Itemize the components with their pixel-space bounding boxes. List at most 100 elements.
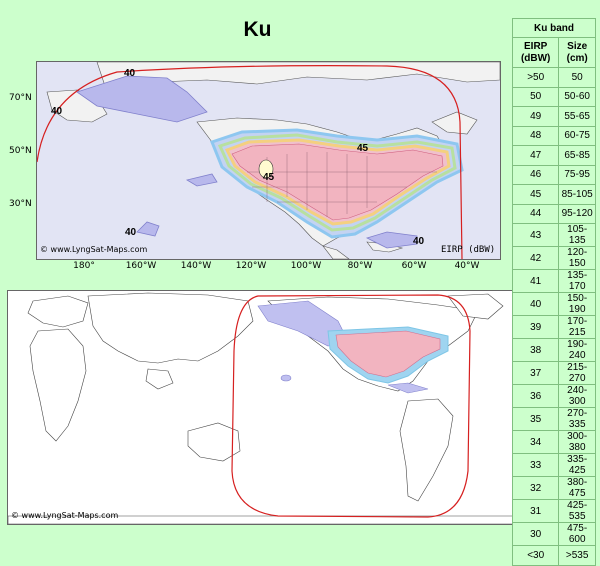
legend-size-cell: 335-425 — [558, 453, 596, 477]
legend-size-cell: 50-60 — [558, 86, 596, 107]
legend-size-cell: 60-75 — [558, 125, 596, 146]
coverage-lobes — [76, 75, 418, 249]
legend-eirp-cell: 45 — [511, 184, 560, 205]
legend-row: 39 170-215 — [511, 315, 596, 339]
legend-size-header: Size (cm) — [558, 37, 596, 68]
contour-label-40-west: 40 — [51, 106, 63, 117]
legend-row: 46 75-95 — [511, 164, 596, 185]
legend-row: 35 270-335 — [511, 407, 596, 431]
contour-label-40-caribbean: 40 — [413, 236, 425, 247]
lon-label-160w: 160°W — [125, 261, 157, 271]
legend-size-cell: 150-190 — [558, 292, 596, 316]
legend-size-cell: 190-240 — [558, 338, 596, 362]
legend-eirp-cell: 39 — [511, 315, 560, 339]
legend-row: 43 105-135 — [511, 223, 596, 247]
legend-row: 41 135-170 — [511, 269, 596, 293]
legend-eirp-cell: 34 — [511, 430, 560, 454]
legend-size-cell: 55-65 — [558, 106, 596, 127]
legend-row: 50 50-60 — [511, 86, 596, 107]
legend-eirp-cell: 32 — [511, 476, 560, 500]
lon-label-100w: 100°W — [290, 261, 322, 271]
legend-eirp-cell: 42 — [511, 246, 560, 270]
legend-eirp-cell: 43 — [511, 223, 560, 247]
legend-eirp-cell: 50 — [511, 86, 560, 107]
contour-label-40-north: 40 — [124, 68, 136, 79]
legend-eirp-cell: 37 — [511, 361, 560, 385]
legend-row: 37 215-270 — [511, 361, 596, 385]
legend-row: 36 240-300 — [511, 384, 596, 408]
legend-row: 44 95-120 — [511, 203, 596, 224]
eirp-unit-label: EIRP (dBW) — [441, 245, 496, 255]
legend-size-cell: 380-475 — [558, 476, 596, 500]
legend-row: 34 300-380 — [511, 430, 596, 454]
legend-eirp-cell: 36 — [511, 384, 560, 408]
lat-label-70n: 70°N — [9, 93, 32, 103]
copyright-text: © www.LyngSat-Maps.com — [40, 245, 148, 254]
lat-label-50n: 50°N — [9, 146, 32, 156]
legend-size-cell: 50 — [558, 67, 596, 88]
legend-size-cell: 215-270 — [558, 361, 596, 385]
legend-size-cell: 120-150 — [558, 246, 596, 270]
contour-label-40-hawaii: 40 — [125, 227, 137, 238]
legend-eirp-cell: 44 — [511, 203, 560, 224]
legend-eirp-cell: 46 — [511, 164, 560, 185]
coverage-core — [231, 143, 444, 221]
legend-size-cell: 95-120 — [558, 203, 596, 224]
legend-eirp-cell: 40 — [511, 292, 560, 316]
regional-map-graphic — [37, 62, 500, 259]
legend-eirp-cell: 33 — [511, 453, 560, 477]
coverage-boundary — [37, 65, 463, 259]
legend-row: 33 335-425 — [511, 453, 596, 477]
world-footprint-map: © www.LyngSat-Maps.com — [7, 290, 514, 525]
lon-label-60w: 60°W — [401, 261, 427, 271]
legend-size-cell: 65-85 — [558, 145, 596, 166]
legend-size-cell: 170-215 — [558, 315, 596, 339]
legend-body: >50 50 50 50-60 49 55-65 48 60-75 47 65-85 46 75-95… — [511, 67, 596, 566]
legend-eirp-cell: 49 — [511, 106, 560, 127]
legend-eirp-cell: 48 — [511, 125, 560, 146]
map-title: Ku — [243, 18, 272, 41]
legend-eirp-cell: 47 — [511, 145, 560, 166]
lon-label-80w: 80°W — [347, 261, 373, 271]
legend-row: 32 380-475 — [511, 476, 596, 500]
legend-size-cell: 240-300 — [558, 384, 596, 408]
world-coverage-boundary — [231, 294, 471, 518]
legend-row: <30 >535 — [511, 545, 596, 566]
legend-row: 42 120-150 — [511, 246, 596, 270]
world-coverage — [257, 300, 449, 394]
lon-label-140w: 140°W — [180, 261, 212, 271]
legend-size-cell: >535 — [558, 545, 596, 566]
eirp-legend-table: Ku band EIRP (dBW) Size (cm) >50 50 50 50-6… — [511, 18, 596, 566]
legend-band-header: Ku band — [512, 18, 596, 38]
lon-label-40w: 40°W — [454, 261, 480, 271]
legend-row: 31 425-535 — [511, 499, 596, 523]
legend-size-cell: 105-135 — [558, 223, 596, 247]
legend-size-cell: 425-535 — [558, 499, 596, 523]
world-map-graphic — [8, 291, 513, 524]
legend-row: >50 50 — [511, 67, 596, 88]
lon-label-120w: 120°W — [235, 261, 267, 271]
legend-row: 49 55-65 — [511, 106, 596, 127]
lat-label-30n: 30°N — [9, 199, 32, 209]
regional-footprint-map: 40 40 45 45 40 40 © www.LyngSat-Maps.com… — [36, 61, 501, 260]
legend-size-cell: 475-600 — [558, 522, 596, 546]
legend-size-cell: 75-95 — [558, 164, 596, 185]
contour-label-45-east: 45 — [357, 143, 369, 154]
lon-label-180: 180° — [73, 261, 95, 271]
legend-size-cell: 270-335 — [558, 407, 596, 431]
legend-eirp-cell: <30 — [511, 545, 560, 566]
legend-row: 47 65-85 — [511, 145, 596, 166]
legend-eirp-cell: 35 — [511, 407, 560, 431]
legend-row: 48 60-75 — [511, 125, 596, 146]
legend-row: 30 475-600 — [511, 522, 596, 546]
legend-eirp-header: EIRP (dBW) — [511, 37, 560, 68]
legend-row: 38 190-240 — [511, 338, 596, 362]
legend-eirp-cell: 41 — [511, 269, 560, 293]
legend-size-cell: 85-105 — [558, 184, 596, 205]
legend-eirp-cell: 31 — [511, 499, 560, 523]
legend-row: 45 85-105 — [511, 184, 596, 205]
legend-size-cell: 135-170 — [558, 269, 596, 293]
legend-size-cell: 300-380 — [558, 430, 596, 454]
continents — [8, 292, 513, 524]
world-copyright-text: © www.LyngSat-Maps.com — [11, 511, 119, 520]
